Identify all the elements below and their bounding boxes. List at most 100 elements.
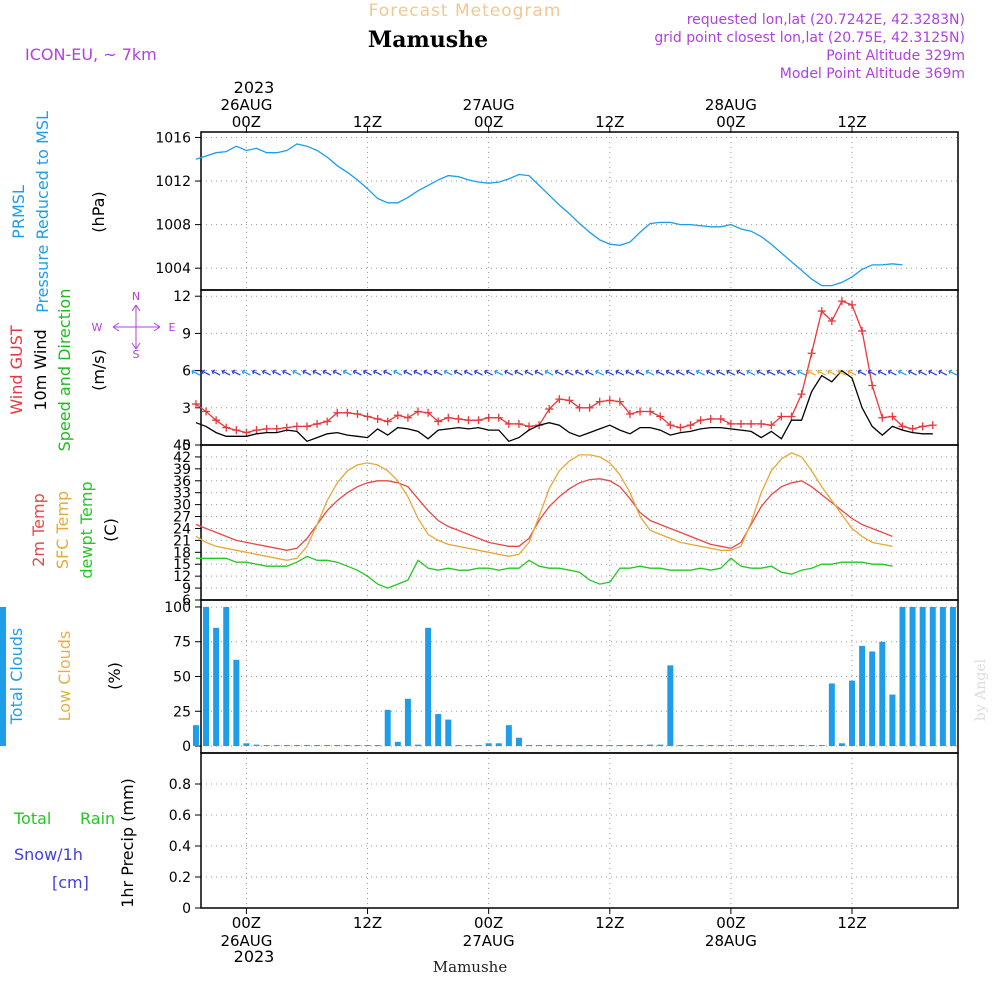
wind-arrow-icon [534, 369, 544, 376]
gust-marker [605, 396, 614, 405]
top-axis-hour-label: 00Z [716, 113, 745, 131]
clouds-panel-labels: Total Clouds Low Clouds (%) [7, 628, 124, 726]
cloud-bar [727, 745, 734, 747]
gust-marker [222, 423, 231, 432]
gust-marker [636, 407, 645, 416]
compass-s: S [133, 348, 140, 361]
cloud-bar [859, 645, 866, 747]
bottom-year-label: 2023 [234, 947, 275, 966]
bottom-axis-hour-label: 12Z [595, 914, 624, 932]
temperature-ytick-label: 9 [182, 581, 191, 597]
wind-arrow-icon [585, 369, 594, 376]
gust-marker [525, 422, 534, 431]
gust-marker [706, 414, 715, 423]
cloud-bar [828, 683, 835, 747]
gust-marker [565, 396, 574, 405]
cloud-bar [273, 745, 280, 747]
gust-marker [242, 428, 251, 437]
wind-arrow-icon [665, 369, 675, 376]
wind-arrow-icon [383, 369, 392, 376]
cloud-bar [647, 744, 654, 747]
wind-arrow-icon [322, 369, 332, 376]
temperature-ytick-label: 12 [173, 569, 191, 585]
cloud-bar [637, 745, 644, 747]
top-axis-hour-label: 00Z [232, 113, 261, 131]
wind-arrow-icon [615, 369, 625, 376]
gust-marker [666, 421, 675, 430]
pressure-frame [200, 131, 959, 291]
cloud-bar [889, 694, 896, 747]
gust-marker [343, 408, 352, 417]
wind-ytick-label: 3 [182, 401, 191, 417]
gust-marker [686, 421, 695, 430]
clouds-frame [200, 599, 959, 754]
cloud-bar [778, 745, 785, 747]
wind-arrow-icon [877, 369, 887, 376]
cloud-bar [536, 745, 543, 747]
gust-marker [292, 422, 301, 431]
cloud-bar [394, 741, 401, 747]
top-axis-date-label: 28AUG [705, 96, 757, 114]
gust-marker [302, 422, 311, 431]
gust-marker [646, 407, 655, 416]
pressure-unit: (hPa) [89, 191, 108, 232]
wind-arrow-icon [231, 369, 241, 376]
clouds-label-total: Total Clouds [7, 628, 26, 726]
gust-marker [696, 416, 705, 425]
precip-ytick-label: 0.6 [169, 808, 191, 824]
gust-marker [767, 421, 776, 430]
cloud-bar [546, 745, 553, 747]
cloud-bar [748, 745, 755, 747]
clouds-unit: (%) [105, 662, 124, 690]
wind-arrow-icon [706, 369, 715, 376]
wind-arrow-icon [948, 369, 958, 376]
gust-marker [777, 412, 786, 421]
cloud-bar [243, 743, 250, 747]
2m-temp-line [195, 478, 893, 551]
gust-marker [878, 413, 887, 422]
wind-arrow-icon [857, 369, 867, 376]
cloud-bar [314, 745, 321, 747]
wind-arrow-icon [918, 369, 927, 376]
wind-arrow-icon [887, 369, 897, 376]
bottom-axis-hour-label: 12Z [837, 914, 866, 932]
bottom-axis-hour-label: 12Z [353, 914, 382, 932]
cloud-bar [485, 743, 492, 747]
cloud-bar [667, 665, 674, 747]
location-title: Mamushe [368, 27, 488, 53]
cloud-bar [465, 745, 472, 747]
wind-arrow-icon [191, 369, 201, 376]
precip-unit: 1hr Precip (mm) [118, 778, 137, 908]
temperature-ytick-label: 30 [173, 498, 191, 514]
cloud-bar [455, 745, 462, 747]
wind-arrow-icon [221, 369, 231, 376]
gust-marker [474, 416, 483, 425]
cloud-bar [768, 745, 775, 747]
wind-arrow-icon [262, 369, 271, 376]
clouds-ytick-label: 50 [173, 670, 191, 686]
wind-ytick-label: 12 [173, 289, 191, 305]
cloud-bar [707, 745, 714, 747]
temp-label-2m: 2m Temp [29, 493, 48, 567]
precip-label-rain: Rain [80, 809, 115, 828]
gust-marker [736, 419, 745, 428]
cloud-bar [334, 745, 341, 747]
model-label: ICON-EU, ~ 7km [25, 45, 157, 64]
wind-arrow-icon [867, 369, 877, 376]
gust-marker [545, 405, 554, 414]
wind-arrow-icon [645, 369, 655, 376]
gust-marker [191, 400, 200, 409]
wind-arrow-icon [342, 369, 352, 376]
gust-marker [484, 413, 493, 422]
bottom-axis-date-label: 27AUG [463, 932, 515, 950]
temperature-ytick-label: 42 [173, 450, 191, 466]
pressure-ytick-label: 1012 [155, 174, 191, 190]
gust-marker [212, 416, 221, 425]
wind-arrow-icon [241, 369, 251, 376]
gust-marker [555, 395, 564, 404]
wind-arrow-icon [544, 369, 554, 376]
cloud-bar [0, 606, 6, 747]
compass-e: E [169, 321, 176, 334]
gust-marker [888, 412, 897, 421]
